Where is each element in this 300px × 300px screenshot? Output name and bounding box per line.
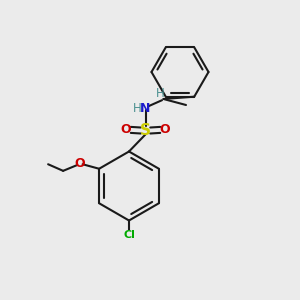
Text: O: O <box>121 123 131 136</box>
Text: H: H <box>133 101 142 115</box>
Text: O: O <box>74 157 85 170</box>
Text: H: H <box>156 87 165 100</box>
Text: O: O <box>160 123 170 136</box>
Text: N: N <box>140 101 151 115</box>
Text: Cl: Cl <box>123 230 135 239</box>
Text: S: S <box>140 123 151 138</box>
